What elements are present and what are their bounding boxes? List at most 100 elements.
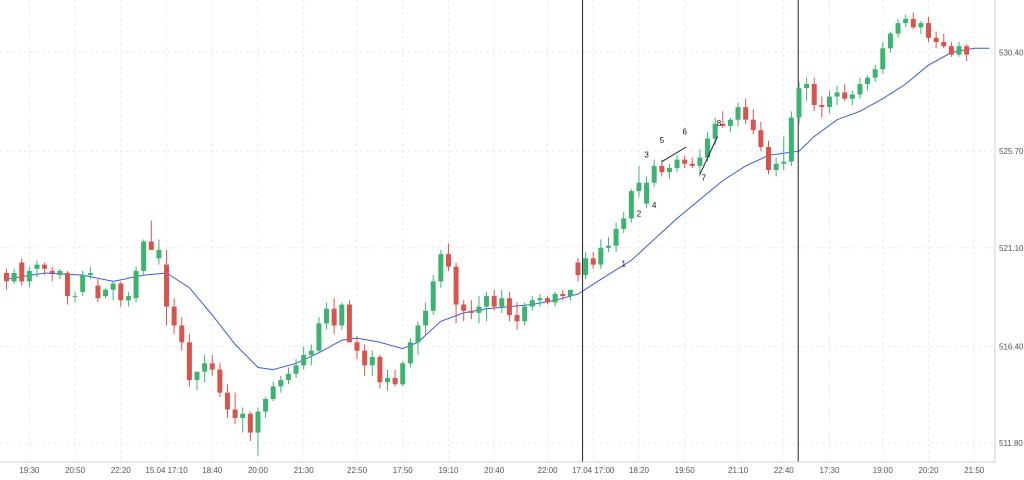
candle — [590, 252, 596, 269]
candle-body-down — [842, 92, 848, 99]
candle-body-up — [705, 138, 711, 158]
x-tick-label: 22:00 — [538, 466, 559, 475]
candle-body-up — [712, 123, 718, 139]
wave-count-label: 5 — [660, 136, 665, 145]
candle — [308, 344, 314, 366]
candle — [567, 289, 573, 301]
candle — [445, 243, 451, 271]
candle — [918, 21, 924, 34]
candle — [103, 287, 109, 299]
x-tick-label: 17:30 — [819, 466, 840, 475]
candle — [659, 159, 665, 177]
candle — [179, 317, 185, 351]
candle — [880, 42, 886, 74]
candle-body-up — [430, 281, 436, 311]
candle-body-up — [110, 283, 116, 290]
candle-body-up — [651, 165, 657, 183]
candle — [575, 258, 581, 282]
candle-body-down — [910, 18, 916, 28]
candle-body-up — [628, 191, 634, 219]
candle — [354, 336, 360, 360]
x-tick-label: 19:00 — [873, 466, 894, 475]
candle — [164, 249, 170, 326]
candle — [72, 291, 78, 303]
candle — [125, 291, 131, 307]
candle-body-down — [217, 369, 223, 393]
candle-body-up — [103, 289, 109, 297]
candle — [529, 296, 535, 311]
candle-body-up — [636, 182, 642, 192]
x-tick-label: 22:40 — [774, 466, 795, 475]
candle-body-up — [887, 33, 893, 49]
x-tick-label: 15.04 17:10 — [145, 466, 188, 475]
vertical-marker-layer — [582, 0, 799, 462]
candle — [171, 298, 177, 334]
candle — [552, 291, 558, 307]
candle — [301, 346, 307, 370]
candle — [240, 407, 246, 433]
candle-body-up — [903, 18, 909, 24]
candle-body-up — [796, 88, 802, 118]
candle-body-down — [331, 308, 337, 326]
candle — [857, 77, 863, 99]
moving-average-line — [6, 47, 990, 371]
candle-body-up — [316, 323, 322, 351]
trend-line — [661, 146, 687, 163]
candle — [926, 16, 932, 42]
candle — [4, 268, 9, 290]
candle-body-up — [72, 296, 78, 298]
candle-body-up — [202, 363, 208, 372]
candle-body-up — [484, 296, 490, 307]
candle — [720, 111, 726, 129]
candle — [826, 90, 832, 114]
candle-body-up — [598, 247, 604, 265]
candle-body-down — [758, 130, 764, 147]
candle-body-up — [133, 270, 139, 299]
annotation-layer: 1 2 3 4 5 6 7 8 — [621, 119, 721, 269]
candle-body-up — [194, 371, 200, 381]
candle-body-down — [575, 262, 581, 276]
wave-count-label: 2 — [637, 209, 642, 218]
candle — [666, 163, 672, 179]
candle — [118, 281, 124, 307]
candle-body-up — [423, 310, 429, 326]
candle — [819, 96, 825, 118]
candle-body-up — [857, 84, 863, 95]
candle-body-up — [87, 273, 93, 276]
x-tick-label: 22:50 — [347, 466, 368, 475]
candle — [324, 302, 330, 330]
x-tick-label: 19:30 — [19, 466, 40, 475]
candle-body-down — [811, 84, 817, 105]
candle — [270, 382, 276, 402]
candle-body-up — [476, 306, 482, 313]
candle-body-up — [621, 218, 627, 229]
candle-body-up — [735, 107, 741, 120]
candle-body-down — [491, 296, 497, 307]
candle-body-up — [605, 245, 611, 248]
candle-body-up — [895, 23, 901, 34]
candle — [743, 98, 749, 124]
candle — [651, 159, 657, 187]
candle-body-down — [19, 262, 25, 282]
candle — [887, 31, 893, 53]
candle — [339, 302, 345, 330]
candle — [95, 279, 101, 303]
candle-body-up — [125, 296, 131, 301]
candle-body-up — [26, 270, 32, 282]
candle — [232, 392, 238, 425]
candle — [80, 270, 86, 297]
x-tick-label: 20:40 — [484, 466, 505, 475]
candle — [484, 291, 490, 322]
candle-body-down — [926, 23, 932, 38]
candle-body-down — [209, 363, 215, 370]
candle-body-up — [834, 92, 840, 97]
candle — [476, 296, 482, 324]
candle-body-up — [308, 350, 314, 355]
candle — [423, 302, 429, 334]
candle-body-up — [567, 289, 573, 297]
candle-body-down — [468, 310, 474, 313]
candle — [316, 317, 322, 353]
candle — [331, 298, 337, 334]
candle-body-up — [301, 354, 307, 366]
